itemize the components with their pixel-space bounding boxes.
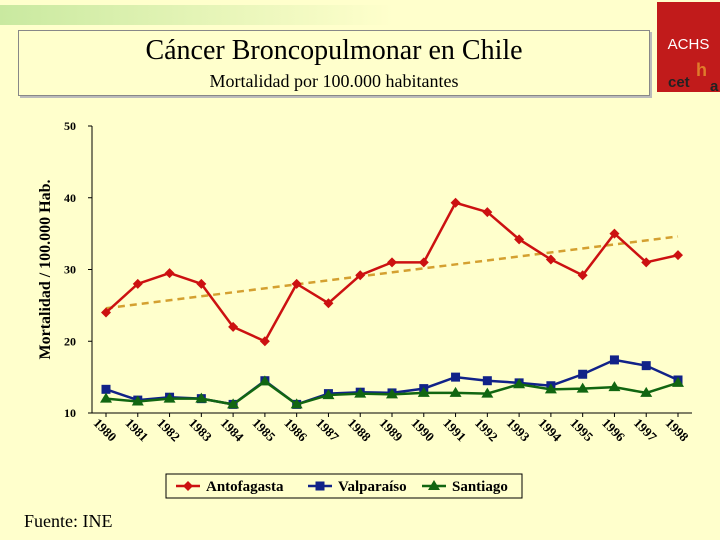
data-point-santiago [608,381,621,392]
x-tick-label: 1995 [567,415,596,444]
data-point-santiago [195,392,208,403]
trendline [105,235,679,310]
y-tick-label: 30 [64,263,76,277]
x-tick-label: 1990 [408,415,437,444]
data-point-antofagasta [132,278,143,289]
data-point-antofagasta [482,207,493,218]
data-point-valpara-so [609,355,619,365]
x-tick-label: 1980 [91,415,120,444]
data-point-santiago [322,389,335,400]
header-stripe [0,5,656,25]
legend-label-valpara-so: Valparaíso [338,479,407,495]
x-tick-label: 1985 [250,415,279,444]
x-tick-label: 1997 [631,415,660,444]
data-point-santiago [386,388,398,399]
achs-logo: ACHS [657,2,720,92]
data-point-antofagasta [450,197,461,208]
x-tick-label: 1994 [536,415,565,444]
y-tick-label: 20 [64,334,76,348]
data-point-valpara-so [482,376,492,386]
x-tick-label: 1998 [663,415,692,444]
legend-marker-valpara-so [315,481,325,491]
data-point-santiago [258,375,271,386]
data-point-valpara-so [578,369,588,379]
data-point-antofagasta [418,257,429,268]
x-tick-label: 1983 [186,415,215,444]
data-point-santiago [449,386,462,397]
x-tick-label: 1988 [345,415,374,444]
achs-logo-text: ACHS [667,36,710,53]
y-axis-label: Mortalidad / 100.000 Hab. [37,179,54,359]
data-point-antofagasta [355,270,366,281]
data-point-santiago [672,376,684,387]
x-tick-label: 1981 [122,415,151,444]
x-tick-label: 1986 [281,415,310,444]
data-point-antofagasta [228,321,239,332]
data-point-santiago [544,383,557,394]
data-point-antofagasta [673,250,683,261]
data-point-antofagasta [101,307,111,318]
data-point-santiago [131,395,144,406]
legend-label-santiago: Santiago [452,479,508,495]
data-point-valpara-so [451,372,461,382]
data-point-santiago [640,386,653,397]
x-tick-label: 1993 [504,415,533,444]
cetha-logo: cet h a [668,60,720,96]
data-point-antofagasta [545,254,556,265]
data-point-antofagasta [323,298,334,309]
data-point-antofagasta [259,336,270,347]
y-tick-label: 40 [64,191,76,205]
x-tick-label: 1991 [440,415,469,444]
data-point-santiago [576,382,589,393]
cetha-logo-h: h [696,60,707,80]
data-point-valpara-so [101,384,111,394]
legend-box [165,473,523,499]
data-point-santiago [163,392,176,403]
chart-area: 10 20 30 40 50 Mortalidad / 100.000 Hab. 1980 1… [14,100,704,512]
data-point-antofagasta [196,278,207,289]
data-point-antofagasta [164,268,175,279]
y-tick-label: 50 [64,119,76,133]
source-note: Fuente: INE [24,511,113,531]
data-point-antofagasta [291,278,302,289]
y-tick-label: 10 [64,406,76,420]
data-point-antofagasta [387,257,397,268]
data-point-santiago [354,387,367,398]
x-tick-label: 1989 [377,415,406,444]
data-point-santiago [417,386,430,397]
chart-subtitle: Mortalidad por 100.000 habitantes [209,71,459,91]
data-point-antofagasta [514,234,525,245]
data-point-antofagasta [609,228,620,239]
x-tick-label: 1984 [218,415,247,444]
data-point-santiago [227,398,240,409]
data-point-valpara-so [641,361,651,371]
data-point-santiago [290,398,303,409]
legend-marker-santiago [428,480,440,490]
cetha-logo-pre: cet [668,74,690,91]
legend-marker-antofagasta [183,481,193,491]
data-point-antofagasta [577,270,588,281]
data-point-antofagasta [641,257,652,268]
chart-title: Cáncer Broncopulmonar en Chile [145,35,523,66]
x-tick-label: 1992 [472,415,501,444]
x-tick-label: 1987 [313,415,342,444]
x-tick-label: 1996 [599,415,628,444]
data-point-santiago [481,387,494,398]
data-point-santiago [100,392,112,403]
x-tick-label: 1982 [154,415,183,444]
cetha-logo-post: a [710,78,719,95]
title-box: Cáncer Broncopulmonar en Chile Mortalida… [18,30,650,96]
legend-label-antofagasta: Antofagasta [206,479,284,495]
data-point-santiago [513,378,526,389]
